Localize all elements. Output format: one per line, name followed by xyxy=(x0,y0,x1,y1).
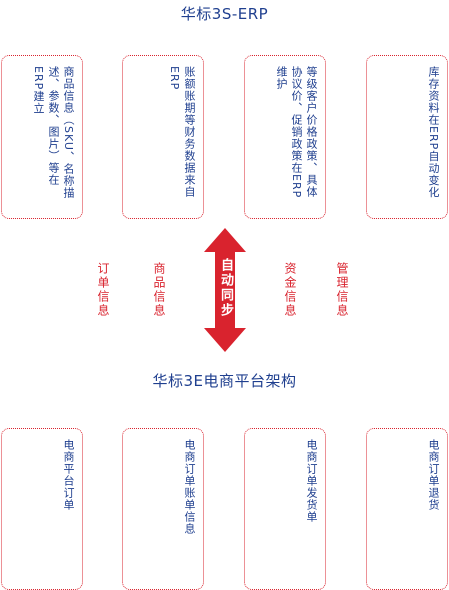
flow-label-management: 管理信息 xyxy=(335,262,349,318)
box-text: 电商订单账单信息 xyxy=(183,439,196,535)
flow-label-funds: 资金信息 xyxy=(283,262,297,318)
box-finance-data: 账额账期等财务数据来自ERP xyxy=(122,55,204,219)
box-product-info: 商品信息（SKU、名称描述、参数、图片）等在ERP建立 xyxy=(1,55,83,219)
box-pricing-policy: 等级客户价格政策、具体协议价、促销政策在ERP维护 xyxy=(244,55,326,219)
flow-label-order: 订单信息 xyxy=(96,262,110,318)
box-inventory: 库存资料在ERP自动变化 xyxy=(366,55,448,219)
box-text: 电商订单发货单 xyxy=(305,439,318,523)
box-text: 账额账期等财务数据来自ERP xyxy=(168,66,196,198)
box-platform-order: 电商平台订单 xyxy=(1,428,83,590)
box-delivery-note: 电商订单发货单 xyxy=(244,428,326,590)
ecommerce-title: 华标3E电商平台架构 xyxy=(152,372,297,390)
sync-label: 自动同步 xyxy=(218,258,233,318)
box-order-return: 电商订单退货 xyxy=(366,428,448,590)
box-text: 电商订单退货 xyxy=(427,439,440,511)
flow-label-product: 商品信息 xyxy=(152,262,166,318)
sync-arrow: 自动同步 xyxy=(204,228,246,352)
box-text: 库存资料在ERP自动变化 xyxy=(427,66,440,199)
erp-title: 华标3S-ERP xyxy=(180,5,269,23)
box-order-bill: 电商订单账单信息 xyxy=(122,428,204,590)
box-text: 等级客户价格政策、具体协议价、促销政策在ERP维护 xyxy=(275,66,318,199)
box-text: 电商平台订单 xyxy=(62,439,75,511)
box-text: 商品信息（SKU、名称描述、参数、图片）等在ERP建立 xyxy=(32,66,75,199)
double-arrow-icon xyxy=(204,228,246,352)
